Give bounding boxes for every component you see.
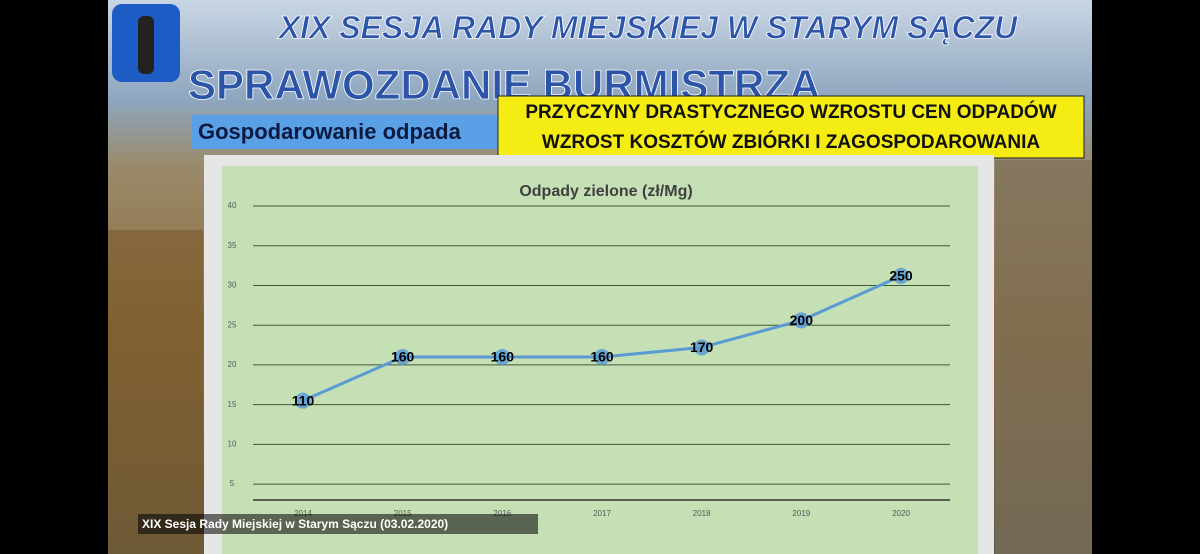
data-label: 200 [790, 312, 814, 328]
data-label: 160 [590, 349, 614, 365]
point [693, 339, 710, 356]
data-label: 160 [391, 349, 415, 365]
callout-line: PRZYCZYNY DRASTYCZNEGO WZROSTU CEN ODPAD… [525, 101, 1056, 123]
y-tick-label: 20 [228, 360, 237, 369]
x-tick-label: 2014 [294, 509, 312, 518]
point [594, 348, 610, 365]
y-tick-label: 15 [228, 400, 237, 409]
y-tick-label: 25 [228, 320, 237, 329]
x-tick-label: 2015 [394, 509, 412, 518]
y-tick-label: 35 [228, 241, 237, 250]
point [394, 348, 411, 365]
x-tick-label: 2016 [493, 509, 511, 518]
callout-box [497, 95, 1085, 159]
y-tick-label: 10 [228, 439, 237, 448]
slide-title: XIX SESJA RADY MIEJSKIEJ W STARYM SĄCZU [277, 9, 1018, 45]
photo-left [108, 230, 203, 554]
y-tick-label: 5 [230, 479, 235, 488]
chart-title: Odpady zielone (zł/Mg) [519, 183, 692, 200]
point [793, 312, 810, 329]
coat-figure [138, 16, 154, 74]
caption: XIX Sesja Rady Miejskiej w Starym Sączu … [142, 517, 448, 531]
x-tick-label: 2017 [593, 509, 611, 518]
section-title: Gospodarowanie odpada [198, 119, 462, 144]
data-label: 170 [690, 339, 714, 355]
x-tick-label: 2018 [693, 509, 711, 518]
data-label: 110 [292, 392, 315, 408]
section-box [192, 115, 502, 149]
x-tick-label: 2019 [792, 509, 810, 518]
point [295, 392, 311, 409]
data-label: 250 [889, 268, 913, 284]
photo-right [995, 160, 1092, 554]
point [893, 267, 909, 284]
x-tick-label: 2020 [892, 509, 910, 518]
point [494, 348, 511, 365]
callout-line: WZROST KOSZTÓW ZBIÓRKI I ZAGOSPODAROWANI… [542, 131, 1040, 153]
caption-box [138, 514, 538, 534]
y-tick-label: 30 [228, 281, 237, 290]
data-label: 160 [491, 349, 515, 365]
y-tick-label: 40 [228, 201, 237, 210]
plot: 5 10 15 20 25 30 35 40 2014 2015 2016 2017 2018 2019 2… [228, 201, 950, 518]
